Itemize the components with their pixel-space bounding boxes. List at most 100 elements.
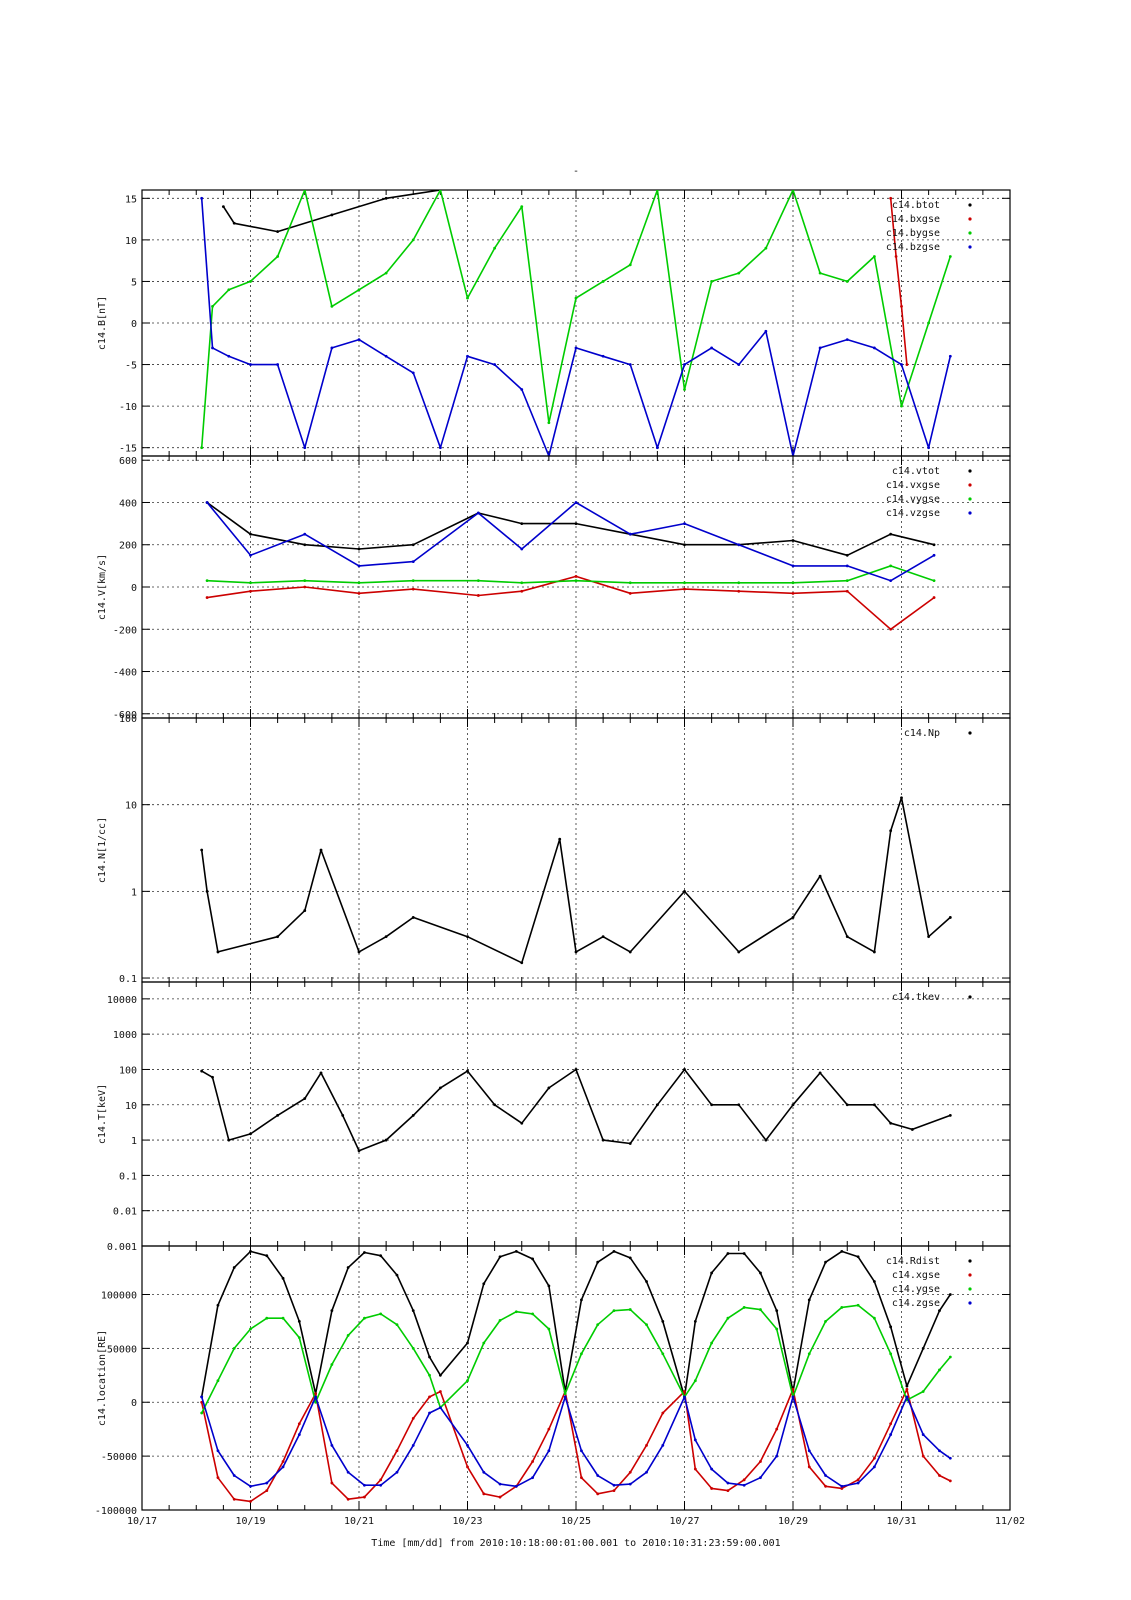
y-tick-label: 600 <box>119 456 137 467</box>
data-point <box>211 304 214 308</box>
data-point <box>872 346 876 350</box>
data-point <box>856 1303 860 1307</box>
data-point <box>249 553 252 557</box>
data-point <box>227 1138 231 1142</box>
data-point <box>395 1470 399 1474</box>
data-point <box>596 1260 600 1264</box>
data-point <box>574 346 578 350</box>
data-point <box>303 532 307 536</box>
data-point <box>281 1465 285 1469</box>
data-point <box>932 553 936 557</box>
data-point <box>900 304 903 308</box>
data-point <box>824 1320 827 1323</box>
data-point <box>628 950 632 954</box>
panel-3: 0.001 0.01 0.1 1 10 100 1000 10000 c14.T[keV] c14… <box>97 981 1011 1253</box>
series-line-c14-vygse <box>207 565 935 584</box>
data-point <box>872 1465 876 1469</box>
data-point <box>737 271 741 275</box>
data-point <box>710 280 714 283</box>
data-point <box>482 1341 486 1345</box>
data-point <box>845 935 849 939</box>
data-point <box>498 1318 502 1322</box>
legend-marker <box>968 497 972 501</box>
data-point <box>683 1395 686 1399</box>
data-point <box>303 190 307 192</box>
data-point <box>314 1395 317 1399</box>
data-point <box>411 238 415 242</box>
data-point <box>314 1400 317 1404</box>
data-point <box>921 1346 925 1350</box>
data-point <box>845 280 849 283</box>
data-point <box>200 446 204 450</box>
panel-4: -100000 -50000 0 50000 100000 c14.location[RE… <box>95 1245 1011 1517</box>
data-point <box>303 1097 307 1100</box>
series-line-c14-vzgse <box>206 501 935 582</box>
data-point <box>341 1113 345 1117</box>
data-point <box>726 1489 730 1493</box>
data-point <box>683 889 686 893</box>
data-point <box>601 280 605 283</box>
y-tick-label: 10 <box>125 801 137 812</box>
data-point <box>845 338 849 342</box>
data-point <box>759 1271 762 1275</box>
data-point <box>759 1460 762 1463</box>
data-point <box>493 246 497 250</box>
data-point <box>580 1298 583 1302</box>
data-point <box>710 1487 714 1490</box>
data-point <box>520 589 524 593</box>
data-point <box>655 1103 659 1107</box>
y-tick-label: 50000 <box>107 1344 137 1355</box>
y-tick-label: -15 <box>119 444 137 455</box>
data-point <box>872 950 876 954</box>
data-point <box>281 1276 285 1280</box>
data-point <box>580 1352 583 1356</box>
data-point <box>645 1443 648 1447</box>
data-point <box>276 1113 280 1117</box>
data-point <box>574 501 578 504</box>
series-line-c14-vxgse <box>206 575 935 631</box>
data-point <box>661 1320 665 1323</box>
data-point <box>683 388 686 391</box>
data-point <box>200 196 204 200</box>
data-point <box>726 1316 730 1320</box>
data-point <box>531 1312 534 1316</box>
data-point <box>948 1479 952 1483</box>
data-point <box>297 1336 301 1339</box>
data-point <box>314 1392 317 1396</box>
y-tick-label: -10 <box>119 402 137 413</box>
data-point <box>574 522 578 526</box>
y-tick-label: 0 <box>131 1398 137 1409</box>
data-point <box>921 1433 925 1436</box>
data-point <box>297 1422 301 1426</box>
data-point <box>438 190 442 192</box>
data-point <box>384 271 388 275</box>
data-point <box>205 501 209 504</box>
data-point <box>612 1489 616 1493</box>
data-point <box>612 1309 616 1313</box>
data-point <box>547 1327 551 1331</box>
data-point <box>775 1327 779 1331</box>
data-point <box>574 575 578 578</box>
data-point <box>726 1481 730 1485</box>
data-point <box>346 1334 350 1337</box>
data-point <box>438 1406 442 1410</box>
data-point <box>411 371 415 375</box>
data-point <box>655 446 659 450</box>
y-tick-label: -600 <box>113 710 137 721</box>
data-point <box>683 581 686 585</box>
data-point <box>921 1390 925 1393</box>
data-point <box>791 1387 795 1391</box>
legend-label: c14.bygse <box>886 228 940 239</box>
data-point <box>791 916 795 919</box>
data-point <box>927 446 931 450</box>
data-point <box>645 1280 648 1283</box>
legend-marker <box>968 483 972 487</box>
legend-marker <box>968 469 972 473</box>
data-point <box>612 1483 616 1487</box>
data-point <box>205 596 209 599</box>
legend-marker <box>968 731 972 735</box>
data-point <box>249 280 252 283</box>
data-point <box>818 271 822 275</box>
data-point <box>872 1280 876 1283</box>
data-point <box>905 1395 909 1399</box>
